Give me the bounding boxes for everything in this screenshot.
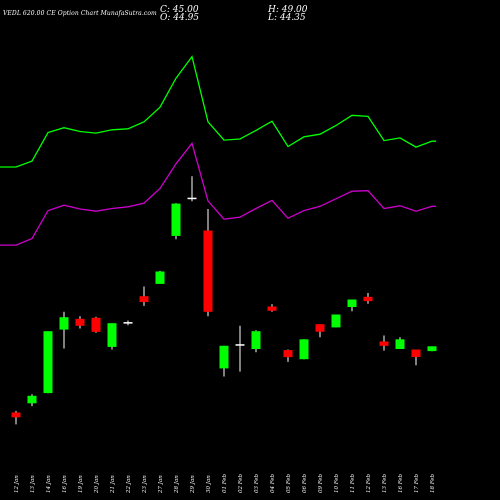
x-tick-label: 13 Jan	[30, 475, 36, 493]
candle-up	[427, 346, 437, 352]
candle-up	[155, 271, 165, 284]
x-tick-label: 14 Jan	[46, 475, 52, 493]
x-tick-label: 10 Feb	[334, 473, 340, 493]
candle-up	[219, 345, 229, 369]
chart-title: VEDL 620.00 CE Option Chart MunafaSutra.…	[3, 10, 157, 17]
candle-down	[139, 296, 149, 303]
candle-down	[187, 197, 197, 200]
candle-down	[267, 306, 277, 311]
candle-down	[203, 230, 213, 312]
candle-up	[235, 344, 245, 346]
x-tick-label: 18 Feb	[430, 473, 436, 493]
x-tick-label: 13 Feb	[382, 473, 388, 493]
x-tick-label: 01 Feb	[222, 473, 228, 493]
x-tick-label: 30 Jan	[206, 475, 212, 493]
x-tick-label: 12 Feb	[366, 473, 372, 493]
candle-up	[59, 317, 69, 330]
candle-down	[91, 317, 101, 332]
high-value: H: 49.00	[268, 5, 308, 15]
candle-up	[299, 339, 309, 360]
candle-down	[363, 296, 373, 302]
open-value: O: 44.95	[160, 13, 200, 23]
x-tick-label: 16 Feb	[398, 473, 404, 493]
low-value: L: 44.35	[268, 13, 306, 23]
indicator-line-2	[0, 141, 436, 246]
candle-down	[75, 318, 85, 326]
x-tick-label: 20 Jan	[94, 475, 100, 494]
x-tick-label: 03 Feb	[254, 473, 260, 493]
x-tick-label: 27 Jan	[158, 475, 164, 494]
candle-up	[107, 323, 117, 347]
candle-up	[331, 314, 341, 328]
x-tick-label: 29 Jan	[190, 475, 196, 494]
x-tick-label: 17 Feb	[414, 473, 420, 493]
candle-up	[27, 395, 37, 404]
candle-up	[123, 322, 133, 324]
x-tick-label: 23 Jan	[142, 475, 148, 494]
close-value: C: 45.00	[160, 5, 199, 15]
candle-down	[411, 349, 421, 357]
indicator-line-1	[0, 55, 436, 168]
candle-down	[315, 324, 325, 332]
x-tick-label: 04 Feb	[270, 473, 276, 493]
candle-up	[171, 203, 181, 236]
x-tick-label: 11 Feb	[350, 473, 356, 493]
candle-up	[347, 299, 357, 307]
x-tick-label: 21 Jan	[110, 475, 116, 494]
x-tick-label: 22 Jan	[126, 475, 132, 494]
candle-up	[43, 331, 53, 394]
x-tick-label: 19 Jan	[78, 475, 84, 493]
candle-down	[283, 350, 293, 358]
candle-up	[395, 339, 405, 349]
x-tick-label: 12 Jan	[14, 475, 20, 493]
candle-up	[251, 331, 261, 349]
candle-down	[11, 412, 21, 418]
x-tick-label: 16 Jan	[62, 475, 68, 493]
x-tick-label: 28 Jan	[174, 475, 180, 494]
x-tick-label: 09 Feb	[318, 473, 324, 493]
x-tick-label: 06 Feb	[302, 473, 308, 493]
x-tick-label: 05 Feb	[286, 473, 292, 493]
x-tick-label: 02 Feb	[238, 473, 244, 493]
candle-down	[379, 341, 389, 346]
